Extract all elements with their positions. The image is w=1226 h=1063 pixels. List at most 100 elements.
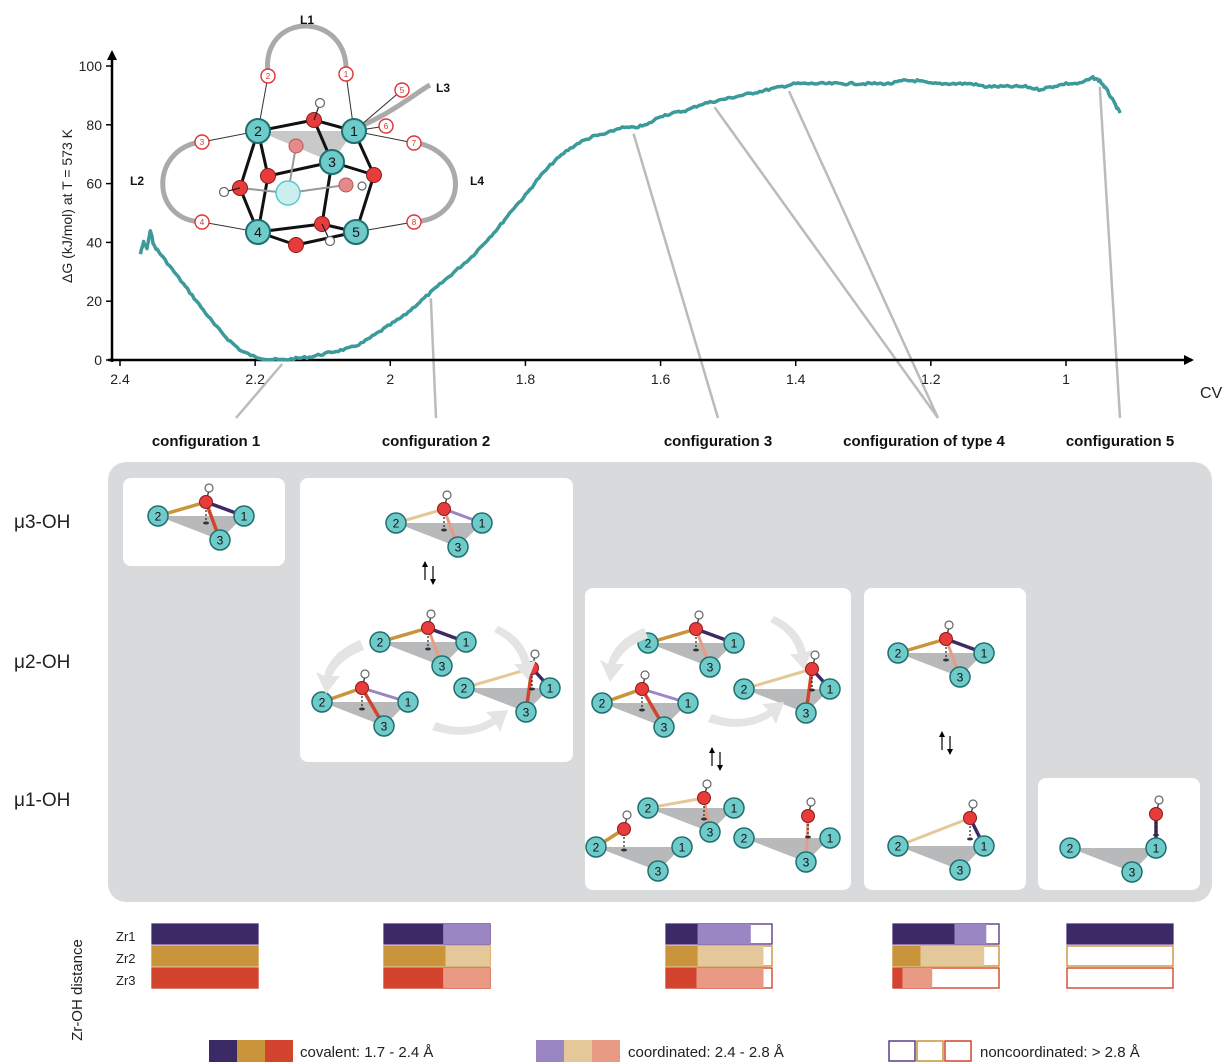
- svg-text:2: 2: [741, 683, 748, 697]
- annotation-leader: [787, 90, 940, 419]
- configuration-panel: μ3-OH μ2-OH μ1-OH 1231231231231231231231…: [14, 462, 1212, 902]
- linker-site-label: 2: [266, 72, 271, 81]
- svg-text:1: 1: [981, 840, 988, 854]
- y-tick-label: 40: [86, 234, 102, 250]
- configuration-label: configuration 1: [152, 433, 260, 450]
- svg-text:2: 2: [377, 636, 384, 650]
- motif: 1 2 3: [887, 799, 995, 881]
- loop-label-l1: L1: [300, 13, 314, 27]
- configuration-label: configuration 2: [382, 433, 490, 450]
- linker-site: [338, 66, 354, 82]
- bar-covalent: [666, 968, 697, 988]
- linker-site: [194, 134, 210, 150]
- linker-site: [406, 135, 422, 151]
- row-label-mu1: μ1-OH: [14, 790, 70, 811]
- annotation-leader: [1098, 86, 1122, 419]
- zr-atom-label: 3: [328, 154, 336, 170]
- svg-text:3: 3: [455, 541, 462, 555]
- svg-text:2: 2: [645, 802, 652, 816]
- bar-coordinated: [443, 924, 490, 944]
- x-axis-label: CV: [1200, 385, 1223, 402]
- bar-coordinated: [920, 946, 985, 966]
- zr-atom-label: 2: [254, 123, 262, 139]
- legend: covalent: 1.7 - 2.4 Å coordinated: 2.4 -…: [209, 1040, 1140, 1062]
- svg-text:2: 2: [393, 517, 400, 531]
- free-energy-plot: 0 20 40 60 80 100 2.4 2.2 2 1.8 1.6 1.4 1.2 1 ΔG (kJ…: [59, 50, 1223, 450]
- loop-label-l4: L4: [470, 174, 484, 188]
- svg-text:2: 2: [461, 682, 468, 696]
- linker-site: [194, 214, 210, 230]
- configuration-label: configuration 5: [1066, 433, 1174, 450]
- svg-text:3: 3: [707, 826, 714, 840]
- svg-text:3: 3: [381, 720, 388, 734]
- y-ticks: 0 20 40 60 80 100: [79, 58, 112, 368]
- svg-text:3: 3: [803, 707, 810, 721]
- x-tick-label: 1.2: [921, 371, 941, 387]
- bar-group: [383, 923, 491, 989]
- bar-group: [151, 923, 259, 989]
- x-tick-label: 2.4: [110, 371, 130, 387]
- svg-text:3: 3: [661, 721, 668, 735]
- y-tick-label: 0: [94, 352, 102, 368]
- x-ticks: 2.4 2.2 2 1.8 1.6 1.4 1.2 1: [110, 360, 1070, 387]
- zr6-cluster-inset: 1 2 3 4 5 1 2 3 4 5 6 7 8 L1 L2 L3 L4: [130, 13, 484, 253]
- svg-text:3: 3: [439, 660, 446, 674]
- bar-covalent: [893, 946, 921, 966]
- linker-site: [406, 214, 422, 230]
- oxygen-atom: [338, 177, 354, 193]
- svg-text:1: 1: [241, 510, 248, 524]
- bar-outline: [1066, 967, 1174, 989]
- legend-coordinated-label: coordinated: 2.4 - 2.8 Å: [628, 1044, 784, 1061]
- motif: 1 2 3: [1059, 795, 1167, 883]
- bar-covalent: [152, 946, 258, 966]
- svg-text:1: 1: [731, 637, 738, 651]
- zr-oh-distance-bars: Zr-OH distance Zr1 Zr2 Zr3: [69, 923, 1174, 1041]
- bar-group: [1066, 923, 1174, 989]
- bar-covalent: [1067, 924, 1173, 944]
- motif: 1 2 3: [369, 609, 477, 677]
- svg-text:3: 3: [217, 534, 224, 548]
- configuration-label: configuration of type 4: [843, 433, 1005, 450]
- inset-zr-atoms: 1 2 3 4 5: [245, 118, 369, 245]
- svg-text:1: 1: [981, 647, 988, 661]
- zr-atom: [245, 219, 271, 245]
- motif: 1 2 3: [637, 779, 745, 843]
- linker-site-label: 4: [200, 218, 205, 227]
- svg-text:1: 1: [479, 517, 486, 531]
- x-tick-label: 2: [386, 371, 394, 387]
- svg-text:1: 1: [685, 697, 692, 711]
- annotation-leader: [713, 106, 940, 419]
- y-tick-label: 20: [86, 293, 102, 309]
- svg-text:2: 2: [319, 696, 326, 710]
- svg-text:2: 2: [741, 832, 748, 846]
- x-tick-label: 1.6: [651, 371, 671, 387]
- inset-linker-sites: 1 2 3 4 5 6 7 8: [194, 66, 422, 230]
- svg-text:3: 3: [523, 706, 530, 720]
- legend-covalent-swatches: [209, 1040, 293, 1062]
- configuration-labels: configuration 1 configuration 2 configurat…: [152, 433, 1174, 450]
- loop-l3: [355, 82, 432, 131]
- bar-row-label-zr2: Zr2: [116, 951, 136, 966]
- motif: 1 2 3: [887, 620, 995, 688]
- bar-coordinated: [697, 946, 764, 966]
- bar-covalent: [152, 968, 258, 988]
- svg-text:1: 1: [1153, 842, 1160, 856]
- linker-site: [378, 118, 394, 134]
- y-axis-label: ΔG (kJ/mol) at T = 573 K: [59, 128, 75, 283]
- bar-row-label-zr3: Zr3: [116, 973, 136, 988]
- bar-row-label-zr1: Zr1: [116, 929, 136, 944]
- annotation-leader-lines: [235, 86, 1122, 419]
- legend-covalent-label: covalent: 1.7 - 2.4 Å: [300, 1044, 433, 1061]
- svg-text:1: 1: [547, 682, 554, 696]
- loop-l4: [411, 139, 458, 225]
- x-tick-label: 1.4: [786, 371, 806, 387]
- annotation-leader: [632, 133, 720, 419]
- svg-text:1: 1: [405, 696, 412, 710]
- bars-axis-label: Zr-OH distance: [69, 939, 86, 1041]
- svg-text:2: 2: [645, 637, 652, 651]
- linker-site: [260, 68, 276, 84]
- motif: 1 2 3: [591, 670, 699, 738]
- bar-covalent: [666, 924, 698, 944]
- zr-atom: [341, 118, 367, 144]
